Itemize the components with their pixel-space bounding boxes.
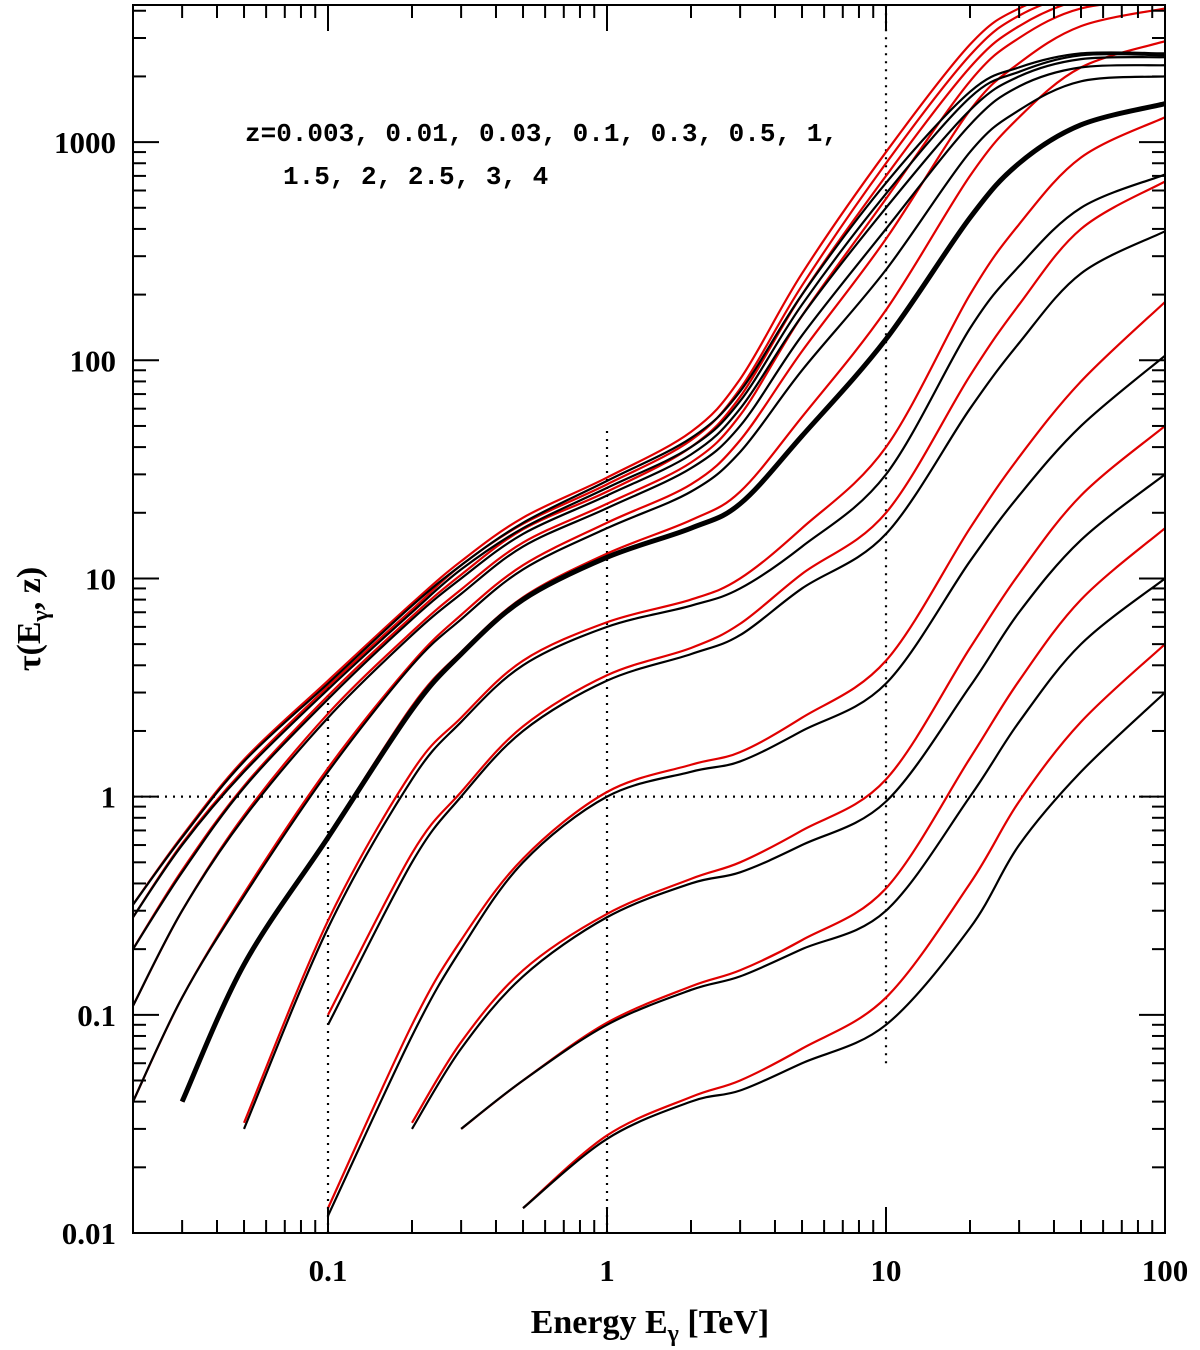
series-line xyxy=(133,64,1165,1007)
y-tick-label: 1000 xyxy=(54,125,116,160)
series-line xyxy=(179,101,1165,1103)
series-line xyxy=(460,577,1165,1130)
plot-frame xyxy=(132,4,1166,1234)
series-line xyxy=(243,173,1165,1130)
series-line xyxy=(133,5,1067,950)
y-tick-label: 0.1 xyxy=(77,998,116,1033)
y-tick-label: 10 xyxy=(85,561,116,596)
series-line xyxy=(133,75,1165,1103)
series-line xyxy=(327,230,1165,1026)
series-line xyxy=(133,5,1030,906)
y-tick-label: 1 xyxy=(101,780,117,815)
series-line xyxy=(411,473,1165,1130)
series-line xyxy=(133,5,1108,1007)
annotation: 1.5, 2, 2.5, 3, 4 xyxy=(283,162,548,192)
x-axis-label: Energy Eγ [TeV] xyxy=(531,1304,770,1347)
series-line xyxy=(133,51,1165,906)
y-tick-label: 100 xyxy=(70,343,117,378)
series-line xyxy=(327,301,1165,1209)
series-line xyxy=(460,527,1165,1130)
series-line xyxy=(133,5,1045,918)
series-line xyxy=(133,52,1165,918)
series-line xyxy=(133,7,1165,1103)
series-line xyxy=(243,116,1165,1124)
series-line xyxy=(411,425,1165,1124)
x-tick-label: 100 xyxy=(1142,1253,1189,1288)
y-axis-label: τ(Eγ, z) xyxy=(11,567,54,671)
annotation: z=0.003, 0.01, 0.03, 0.1, 0.3, 0.5, 1, xyxy=(245,119,838,149)
series-line xyxy=(522,691,1165,1209)
x-tick-label: 10 xyxy=(871,1253,902,1288)
y-tick-label: 0.01 xyxy=(62,1216,116,1251)
series-line xyxy=(181,40,1165,1103)
plot-area xyxy=(133,5,1165,1233)
series-line xyxy=(522,643,1165,1209)
x-tick-label: 1 xyxy=(599,1253,615,1288)
series-line xyxy=(327,180,1165,1016)
x-tick-label: 0.1 xyxy=(309,1253,348,1288)
series-line xyxy=(327,354,1165,1217)
series-line xyxy=(133,55,1165,950)
